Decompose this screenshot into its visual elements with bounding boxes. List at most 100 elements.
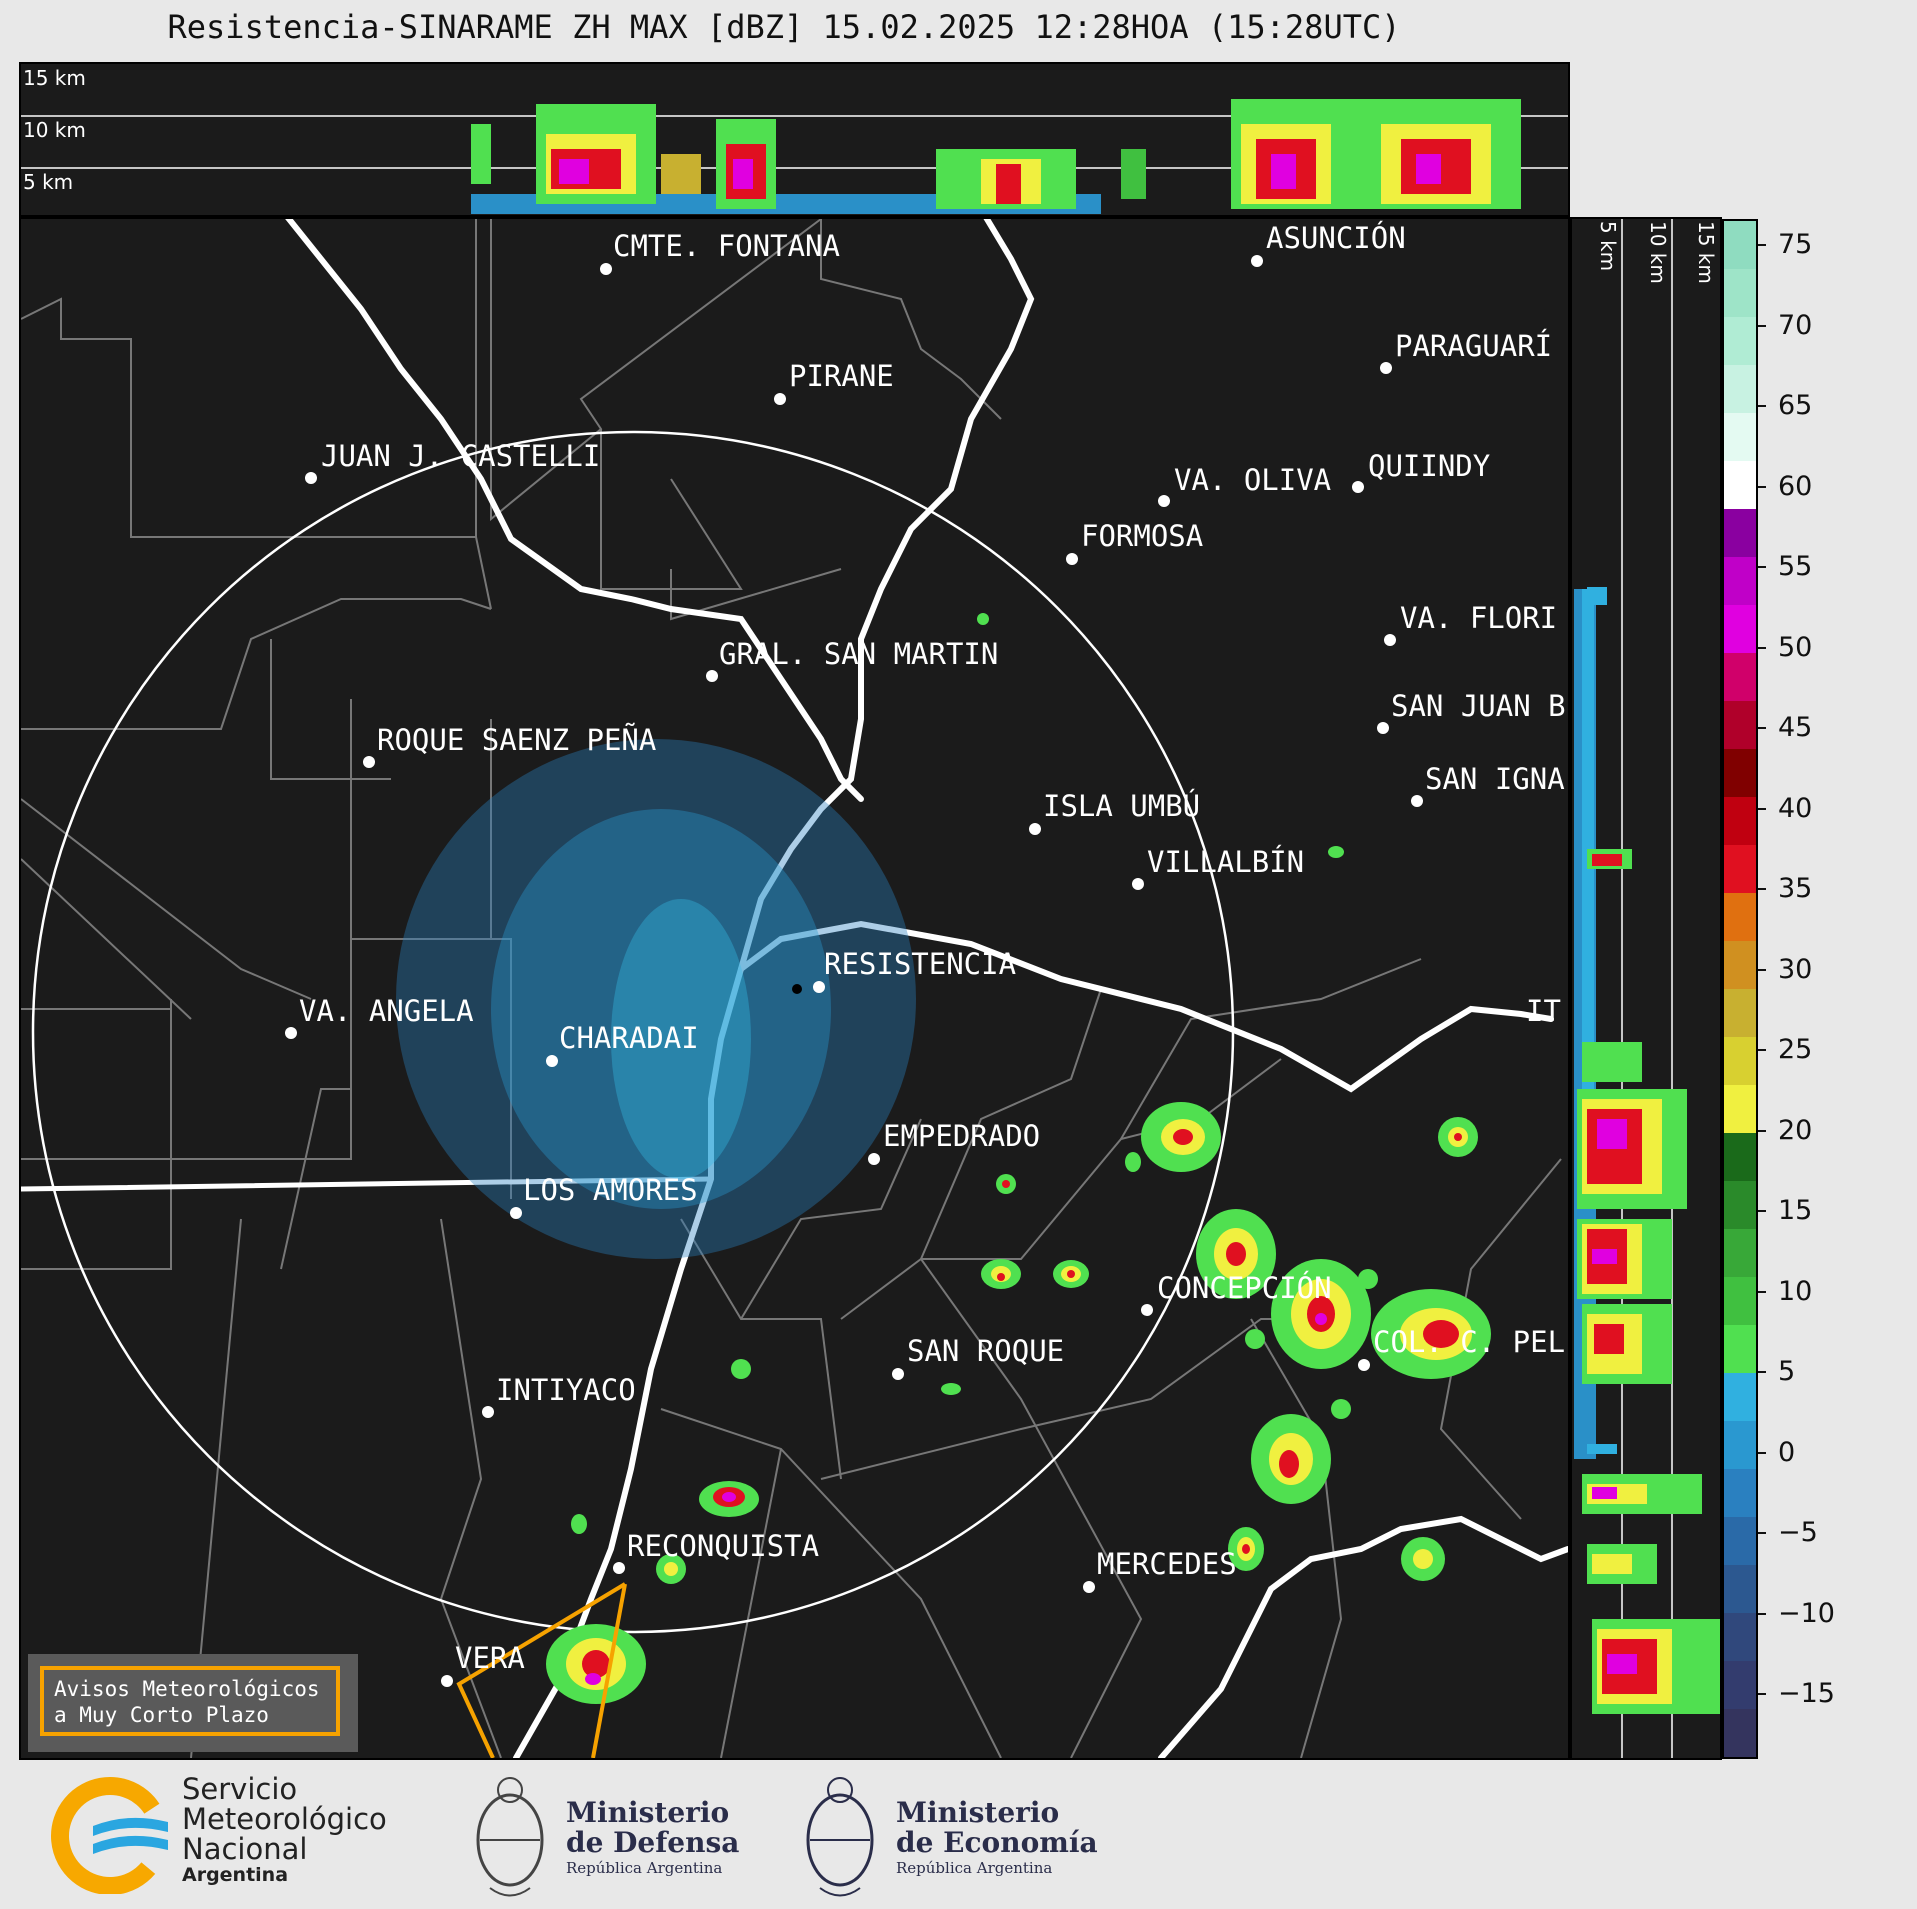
alert-polygon-edge <box>591 1583 627 1758</box>
city-dot <box>1158 495 1170 507</box>
radar-site-marker <box>792 984 802 994</box>
cell <box>731 1359 751 1379</box>
city-va-flori: VA. FLORI <box>1400 601 1558 635</box>
colorbar-tick-mark <box>1758 485 1766 488</box>
smn-line1: Servicio <box>182 1772 298 1806</box>
top-profile-label-5km: 5 km <box>23 170 74 194</box>
colorbar-tick-mark <box>1758 1532 1766 1534</box>
city-dot <box>305 472 317 484</box>
defensa-line2: de Defensa <box>566 1826 740 1859</box>
department-borders <box>21 219 1562 1758</box>
cell <box>1328 846 1344 858</box>
defensa-line1: Ministerio <box>566 1796 730 1829</box>
colorbar-tick-mark <box>1758 1451 1766 1454</box>
city-dot <box>510 1207 522 1219</box>
alert-button-frame[interactable]: Avisos Meteorológicos a Muy Corto Plazo <box>40 1666 340 1736</box>
city-paraguari: PARAGUARÍ <box>1395 329 1553 363</box>
colorbar-tick-label: 20 <box>1778 1114 1813 1146</box>
cell <box>996 1174 1016 1194</box>
city-dot <box>1358 1359 1370 1371</box>
dbz-colorbar <box>1722 219 1758 1759</box>
colorbar-tick-mark <box>1758 807 1766 810</box>
colorbar-tick-mark <box>1758 1290 1766 1293</box>
colorbar-tick-mark <box>1758 1129 1766 1132</box>
cell <box>571 1514 587 1534</box>
rivers-borders <box>21 219 1568 1758</box>
cell <box>981 1259 1021 1289</box>
colorbar-tick-label: 40 <box>1778 792 1813 824</box>
city-dot <box>285 1027 297 1039</box>
city-dot <box>868 1153 880 1165</box>
city-dot <box>600 263 612 275</box>
city-dot <box>1066 553 1078 565</box>
argentina-coat-of-arms-icon <box>476 1777 544 1897</box>
side-profile-label-15km: 15 km <box>1694 221 1718 284</box>
city-dot <box>1380 362 1392 374</box>
city-col-c-pel: COL. C. PEL <box>1373 1325 1566 1359</box>
top-echo-cluster-4 <box>1231 99 1521 209</box>
top-echo-cluster-1 <box>471 104 701 204</box>
top-profile-label-10km: 10 km <box>23 118 86 142</box>
economia-line1: Ministerio <box>896 1796 1060 1829</box>
colorbar-tick-label: 15 <box>1778 1195 1813 1226</box>
colorbar-tick-label: 55 <box>1778 551 1813 582</box>
cell <box>1438 1117 1478 1157</box>
cell <box>1141 1102 1221 1172</box>
economia-line2: de Economía <box>896 1826 1098 1859</box>
city-dot <box>482 1406 494 1418</box>
side-height-profile: 5 km 10 km 15 km <box>1570 217 1722 1760</box>
smn-line4: Argentina <box>182 1864 289 1886</box>
weak-echo-area <box>396 739 916 1259</box>
cell <box>1125 1152 1141 1172</box>
city-dot <box>1083 1581 1095 1593</box>
colorbar-tick-mark <box>1758 1693 1766 1695</box>
smn-line3: Nacional <box>182 1832 308 1866</box>
colorbar-tick-mark <box>1758 1371 1766 1373</box>
colorbar-tick-mark <box>1758 888 1766 890</box>
city-resistencia: RESISTENCIA <box>824 947 1017 981</box>
cell <box>1053 1260 1089 1288</box>
city-it: IT <box>1526 994 1561 1028</box>
side-profile-label-5km: 5 km <box>1596 221 1620 272</box>
argentina-coat-of-arms-icon <box>806 1777 874 1897</box>
city-dot <box>1377 722 1389 734</box>
cell <box>1358 1269 1378 1289</box>
city-dot <box>1141 1304 1153 1316</box>
colorbar-tick-label: 65 <box>1778 390 1813 421</box>
cell <box>1271 1259 1371 1369</box>
colorbar-tick-mark <box>1758 244 1766 246</box>
alert-polygon <box>456 1582 627 1758</box>
city-juan-j-castelli: JUAN J. CASTELLI <box>321 439 601 473</box>
alert-button[interactable]: Avisos Meteorológicos a Muy Corto Plazo <box>28 1654 358 1752</box>
city-dot <box>441 1675 453 1687</box>
side-profile-label-10km: 10 km <box>1646 221 1670 284</box>
top-height-profile: 15 km 10 km 5 km <box>19 62 1570 217</box>
cell <box>977 613 989 625</box>
colorbar-tick-mark <box>1758 1612 1766 1615</box>
alert-line-2: a Muy Corto Plazo <box>54 1703 269 1727</box>
city-va-oliva: VA. OLIVA <box>1174 463 1332 497</box>
cell <box>1251 1414 1331 1504</box>
city-dot <box>546 1055 558 1067</box>
colorbar-tick-label: 70 <box>1778 309 1813 341</box>
colorbar-tick-mark <box>1758 566 1766 568</box>
city-dot <box>363 756 375 768</box>
smn-logo-icon <box>51 1777 169 1894</box>
cell <box>941 1383 961 1395</box>
alert-line-1: Avisos Meteorológicos <box>54 1677 320 1701</box>
colorbar-tick-mark <box>1758 1049 1766 1051</box>
city-dot <box>1384 634 1396 646</box>
cell <box>699 1481 759 1517</box>
economia-logo-text: Ministerio de Economía República Argenti… <box>896 1798 1098 1878</box>
colorbar-tick-label: 0 <box>1778 1436 1796 1468</box>
top-echo-cluster-2 <box>716 119 776 209</box>
top-echo-cluster-3 <box>936 149 1146 209</box>
defensa-line3: República Argentina <box>566 1859 723 1877</box>
radar-map: CMTE. FONTANA ASUNCIÓN PIRANE PARAGUARÍ … <box>19 217 1570 1760</box>
cell <box>1331 1399 1351 1419</box>
side-profile-echoes <box>1574 219 1720 1758</box>
city-pirane: PIRANE <box>789 359 894 393</box>
city-roque-saenz-pena: ROQUE SAENZ PEÑA <box>377 723 657 757</box>
city-formosa: FORMOSA <box>1081 519 1204 553</box>
colorbar-tick-label: 60 <box>1778 470 1813 502</box>
